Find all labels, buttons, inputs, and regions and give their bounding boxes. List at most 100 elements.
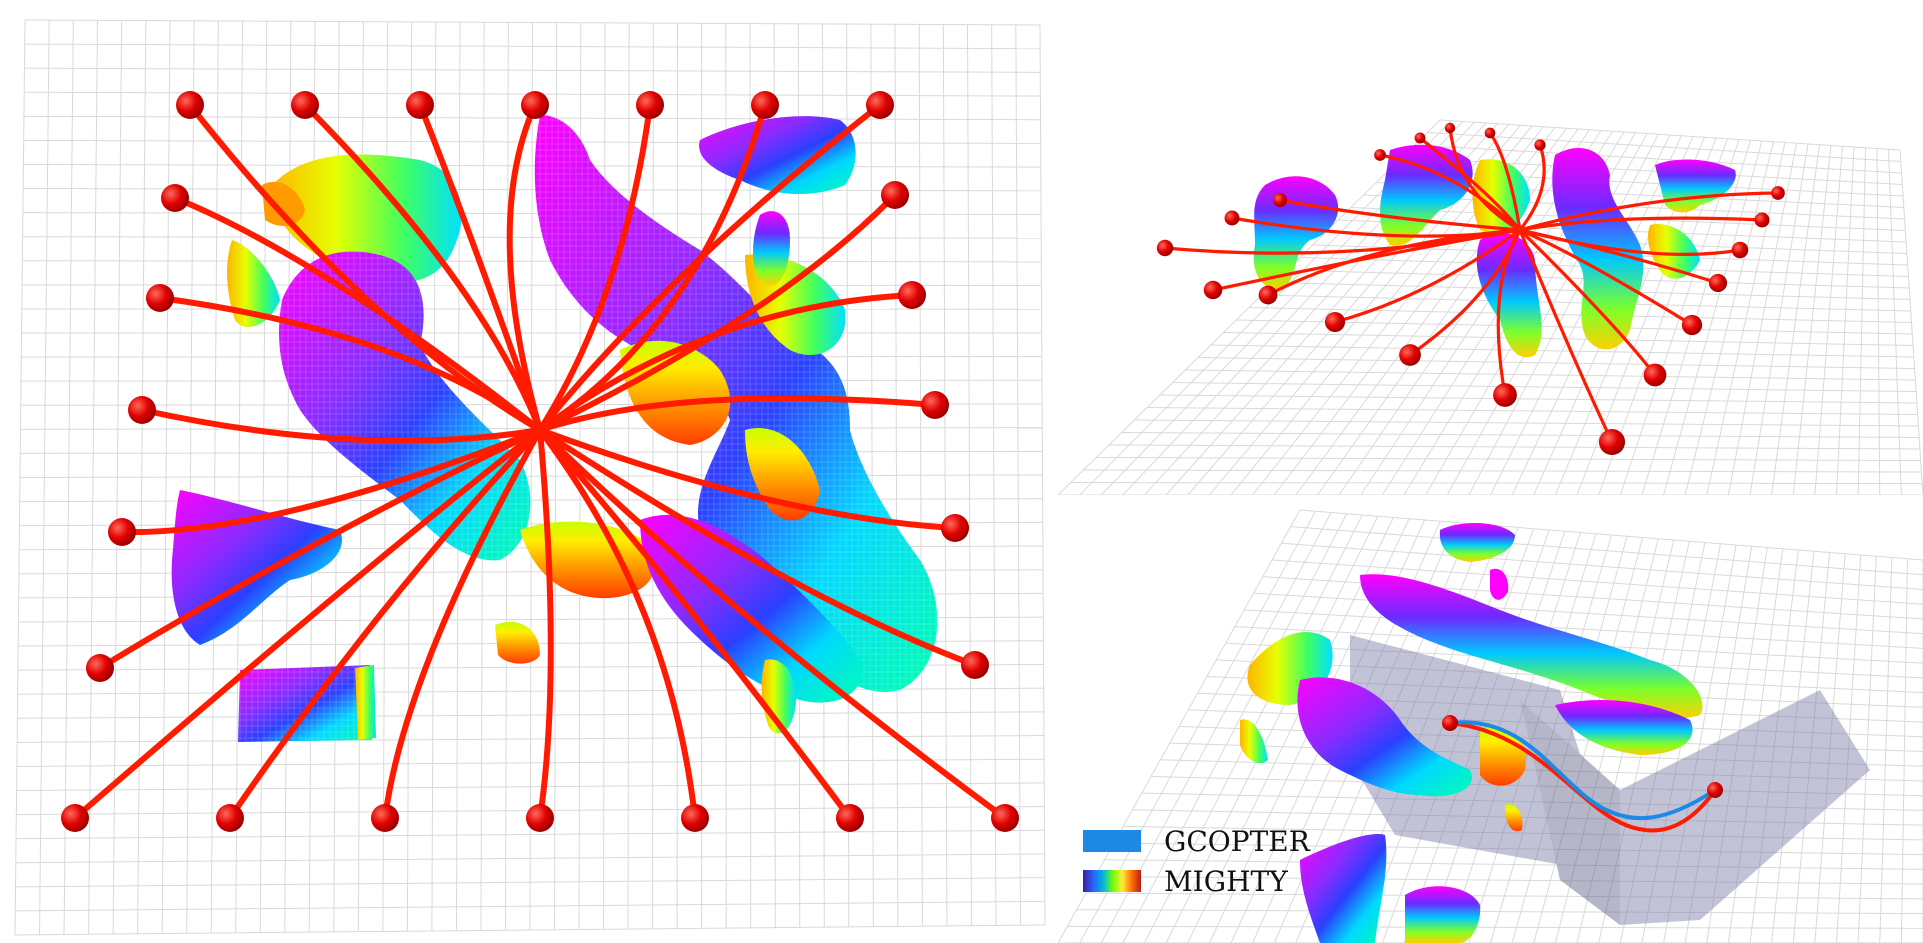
waypoint-left bbox=[751, 91, 779, 119]
trajectory-left bbox=[506, 102, 543, 433]
trajectory-left bbox=[417, 102, 543, 433]
trajectory-left bbox=[302, 102, 543, 433]
grid-br-line-h bbox=[1113, 842, 1923, 856]
waypoint-left bbox=[371, 804, 399, 832]
grid-br-line-h bbox=[1085, 892, 1923, 900]
waypoint-tr bbox=[1203, 280, 1223, 300]
waypoint-left bbox=[128, 396, 156, 424]
obstacle-tr-center-left bbox=[1380, 144, 1473, 246]
grid-br-line-h bbox=[1104, 859, 1923, 870]
obstacle-tr-tall-center bbox=[1476, 232, 1542, 358]
grid-br-line-h bbox=[1123, 825, 1923, 841]
obstacle-tr-far-right bbox=[1655, 159, 1736, 213]
obstacle-small-orange-center bbox=[495, 621, 540, 664]
trajectory-left bbox=[139, 407, 543, 444]
grid-tr-line-h bbox=[1083, 469, 1922, 473]
obstacle-br-magenta-right bbox=[1555, 700, 1693, 755]
trajectories-left bbox=[72, 102, 1008, 821]
trajectory-left bbox=[537, 192, 898, 433]
trajectory-left bbox=[227, 427, 543, 821]
trajectory-left bbox=[537, 102, 883, 433]
grid-left-line-h bbox=[19, 474, 1043, 478]
start-waypoint-br bbox=[1442, 715, 1458, 731]
trajectory-tr bbox=[1518, 228, 1742, 256]
trajectory-tr bbox=[1518, 228, 1694, 327]
trajectory-tr bbox=[1378, 153, 1522, 232]
grid-br-line-h bbox=[1290, 526, 1923, 576]
trajectory-tr bbox=[1488, 131, 1522, 232]
grid-br-line-h bbox=[1151, 775, 1923, 797]
grid-tr-line-h bbox=[1185, 369, 1916, 381]
mighty-trajectory-br bbox=[1448, 721, 1717, 833]
waypoint-tr bbox=[1258, 285, 1278, 305]
trajectory-left bbox=[537, 427, 978, 668]
waypoint-tr bbox=[1754, 212, 1770, 228]
trajectory-left bbox=[537, 102, 653, 433]
waypoint-tr bbox=[1598, 428, 1626, 456]
top-right-panel-perspective-view bbox=[1058, 119, 1923, 495]
waypoint-tr bbox=[1493, 383, 1517, 407]
trajectory-left bbox=[157, 295, 543, 433]
waypoint-tr bbox=[1374, 149, 1386, 161]
obstacle-column-top-right bbox=[753, 211, 790, 286]
obstacle-magenta-top-right bbox=[699, 116, 856, 195]
grid-tr-line-h bbox=[1248, 307, 1912, 323]
grid-left-line-h bbox=[24, 67, 1041, 73]
grid-left-line-h bbox=[22, 260, 1042, 263]
trajectory-left bbox=[537, 427, 853, 821]
obstacle-green-edge-box bbox=[355, 665, 376, 740]
waypoint-tr bbox=[1156, 239, 1174, 257]
waypoint-tr bbox=[1731, 241, 1749, 259]
waypoint-tr bbox=[1681, 314, 1703, 336]
trajectory-tr bbox=[1518, 143, 1546, 232]
grid-left-line-h bbox=[23, 188, 1041, 192]
obstacle-box-bottom-left-voxel bbox=[238, 665, 372, 742]
grid-br-line-h bbox=[1244, 609, 1923, 649]
obstacles-bottom-right bbox=[1240, 523, 1703, 943]
waypoint-left bbox=[681, 804, 709, 832]
trajectory-left bbox=[382, 427, 543, 821]
obstacle-br-long-band bbox=[1360, 574, 1703, 719]
waypoint-left bbox=[961, 651, 989, 679]
grid-left-line-h bbox=[16, 782, 1045, 792]
trajectory-tr bbox=[1518, 191, 1780, 232]
grid-tr-line-h bbox=[1198, 357, 1915, 369]
grid-br-line-h bbox=[1281, 542, 1923, 590]
obstacle-magenta-diagonal bbox=[640, 514, 862, 703]
trajectory-tr bbox=[1333, 228, 1522, 324]
waypoint-tr bbox=[1771, 186, 1785, 200]
trajectory-left bbox=[537, 427, 698, 821]
waypoint-tr bbox=[1414, 132, 1426, 144]
grid-br-line-h bbox=[1132, 809, 1923, 826]
waypoint-left bbox=[991, 804, 1019, 832]
obstacle-tr-center bbox=[1472, 159, 1530, 234]
grid-left-line-h bbox=[17, 735, 1044, 743]
waypoint-tr bbox=[1324, 311, 1346, 333]
obstacle-br-magenta-left bbox=[1297, 677, 1472, 797]
waypoint-left bbox=[941, 514, 969, 542]
grid-br-line-h bbox=[1095, 875, 1923, 885]
grid-tr-line-h bbox=[1427, 132, 1901, 162]
grid-tr-line-h bbox=[1070, 482, 1923, 484]
trajectory-left bbox=[119, 427, 543, 536]
grid-left-line-h bbox=[15, 853, 1045, 864]
obstacle-br-small-orange bbox=[1505, 804, 1523, 832]
waypoint-left bbox=[61, 804, 89, 832]
grid-tr-line-h bbox=[1108, 444, 1920, 450]
waypoint-left bbox=[921, 391, 949, 419]
waypoint-left bbox=[176, 91, 204, 119]
grid-tr-line-h bbox=[1159, 394, 1917, 404]
legend-swatch-mighty bbox=[1083, 870, 1141, 892]
waypoint-tr bbox=[1643, 363, 1667, 387]
obstacle-br-top-small bbox=[1439, 523, 1515, 562]
trajectory-tr bbox=[1211, 228, 1522, 292]
waypoint-tr bbox=[1444, 122, 1456, 134]
waypoint-left bbox=[898, 281, 926, 309]
legend: GCOPTER MIGHTY bbox=[1083, 825, 1311, 898]
grid-br-line-h bbox=[1178, 726, 1923, 752]
grid-left-line-h bbox=[23, 139, 1041, 144]
trajectory-left bbox=[537, 427, 554, 821]
waypoint-left bbox=[216, 804, 244, 832]
grid-br-line-h bbox=[1160, 759, 1923, 782]
